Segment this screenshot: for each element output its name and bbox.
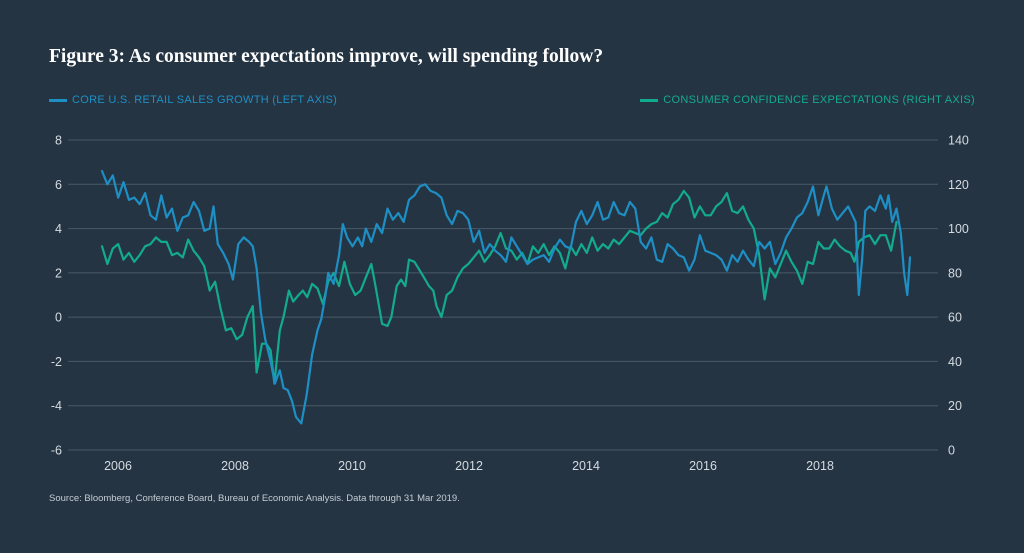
chart-title: Figure 3: As consumer expectations impro… [49, 46, 604, 67]
x-axis: 2006 2008 2010 2012 2014 2016 2018 [104, 459, 834, 473]
x-tick-label: 2016 [689, 459, 717, 473]
x-tick-label: 2006 [104, 459, 132, 473]
right-tick-label: 20 [948, 399, 962, 413]
right-tick-label: 100 [948, 222, 969, 236]
right-tick-label: 40 [948, 355, 962, 369]
legend-swatch-retail [49, 98, 67, 102]
legend-retail-sales: CORE U.S. RETAIL SALES GROWTH (LEFT AXIS… [49, 93, 337, 107]
left-axis: -6 -4 -2 0 2 4 6 8 [51, 134, 62, 458]
left-tick-label: -4 [51, 399, 62, 413]
series-lines [100, 169, 912, 425]
legend-label-retail: CORE U.S. RETAIL SALES GROWTH (LEFT AXIS… [72, 94, 338, 106]
x-tick-label: 2008 [221, 459, 249, 473]
series-line-consumer-confidence [100, 189, 898, 385]
right-tick-label: 80 [948, 266, 962, 280]
legend-consumer-confidence: CONSUMER CONFIDENCE EXPECTATIONS (RIGHT … [640, 93, 975, 107]
left-tick-label: 4 [55, 222, 62, 236]
x-tick-label: 2012 [455, 459, 483, 473]
legend-swatch-confidence [640, 98, 659, 102]
right-tick-label: 120 [948, 178, 969, 192]
right-tick-label: 140 [948, 134, 969, 148]
left-tick-label: 0 [55, 311, 62, 325]
source-note: Source: Bloomberg, Conference Board, Bur… [49, 493, 460, 504]
left-tick-label: 8 [55, 134, 62, 148]
right-tick-label: 0 [948, 444, 955, 458]
legend-label-confidence: CONSUMER CONFIDENCE EXPECTATIONS (RIGHT … [663, 94, 975, 106]
right-tick-label: 60 [948, 311, 962, 325]
left-tick-label: -6 [51, 444, 62, 458]
grid-lines [68, 139, 938, 451]
x-tick-label: 2010 [338, 459, 366, 473]
series-line-retail-sales [100, 169, 912, 425]
left-tick-label: 2 [55, 266, 62, 280]
x-tick-label: 2014 [572, 459, 600, 473]
left-tick-label: 6 [55, 178, 62, 192]
x-tick-label: 2018 [806, 459, 834, 473]
left-tick-label: -2 [51, 355, 62, 369]
right-axis: 0 20 40 60 80 100 120 140 [948, 134, 969, 458]
